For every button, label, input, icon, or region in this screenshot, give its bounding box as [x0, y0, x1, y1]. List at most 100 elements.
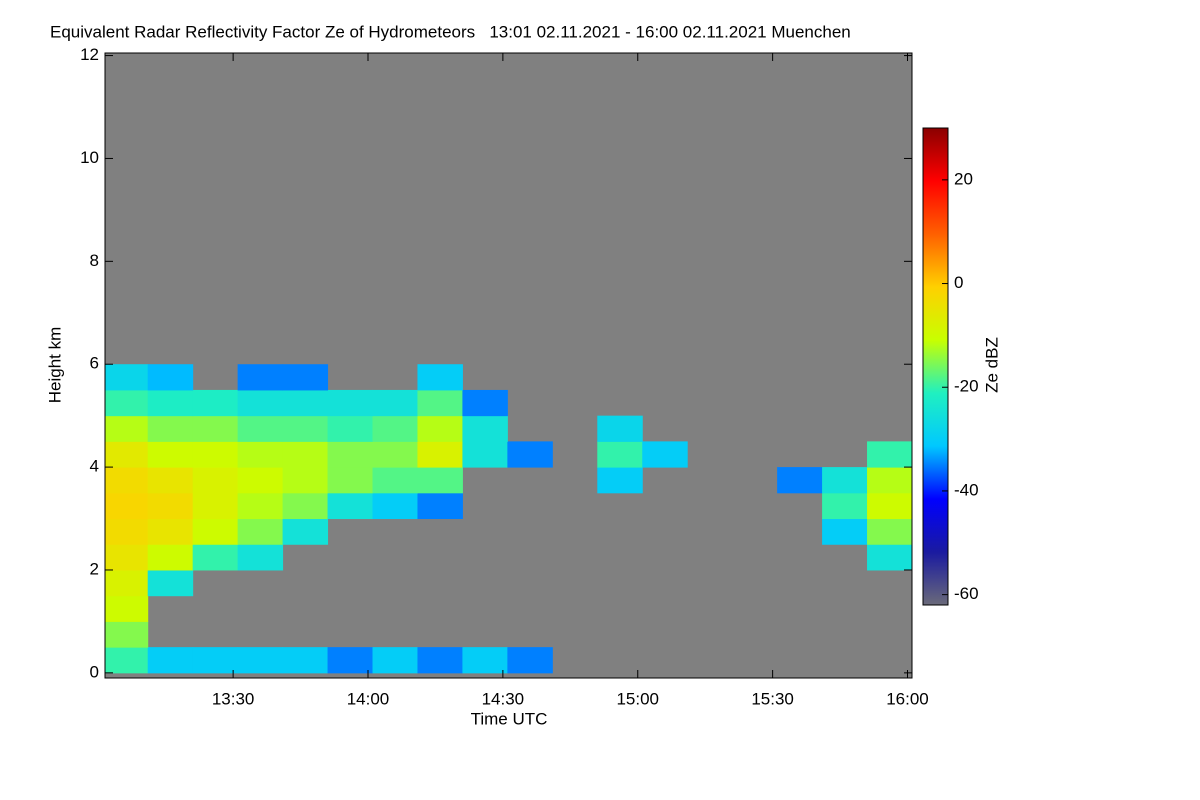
- heatmap-cell: [822, 518, 868, 545]
- heatmap-cell: [462, 389, 508, 417]
- heatmap-cell: [105, 364, 149, 391]
- colorbar-tick-label: -20: [954, 377, 979, 396]
- heatmap-cell: [237, 415, 284, 442]
- heatmap-cell: [372, 467, 418, 494]
- heatmap-cell: [192, 415, 239, 442]
- heatmap-cell: [105, 492, 149, 520]
- heatmap-cell: [372, 415, 418, 442]
- heatmap-cell: [147, 569, 194, 597]
- heatmap-cell: [282, 492, 329, 520]
- heatmap-cell: [777, 467, 823, 494]
- heatmap-cell: [822, 492, 868, 520]
- y-tick-label: 12: [80, 45, 99, 64]
- heatmap-cell: [237, 544, 284, 571]
- heatmap-cell: [192, 441, 239, 468]
- heatmap-cell: [237, 441, 284, 468]
- heatmap-cell: [237, 364, 284, 391]
- heatmap-cell: [597, 415, 643, 442]
- colorbar-tick-label: 0: [954, 273, 963, 292]
- heatmap-cell: [867, 544, 912, 571]
- heatmap-cell: [372, 647, 418, 674]
- heatmap-cell: [372, 492, 418, 520]
- heatmap-cell: [282, 441, 329, 468]
- y-tick-label: 8: [90, 251, 99, 270]
- heatmap-cell: [282, 647, 329, 674]
- heatmap-cell: [327, 647, 374, 674]
- heatmap-cell: [105, 621, 149, 648]
- heatmap-cell: [327, 415, 374, 442]
- x-tick-label: 16:00: [886, 689, 929, 708]
- plot-background: [105, 53, 912, 678]
- heatmap-cell: [105, 389, 149, 417]
- x-tick-label: 14:00: [347, 689, 390, 708]
- heatmap-cell: [372, 441, 418, 468]
- heatmap-cell: [105, 518, 149, 545]
- heatmap-cell: [147, 364, 194, 391]
- heatmap-cell: [105, 569, 149, 597]
- heatmap-cell: [867, 518, 912, 545]
- heatmap-cell: [417, 389, 463, 417]
- heatmap-cell: [147, 415, 194, 442]
- heatmap-cell: [417, 415, 463, 442]
- heatmap-cell: [192, 647, 239, 674]
- heatmap-cell: [147, 441, 194, 468]
- heatmap-cell: [105, 595, 149, 622]
- heatmap-cell: [642, 441, 688, 468]
- heatmap-cell: [507, 441, 553, 468]
- y-tick-label: 0: [90, 662, 99, 681]
- y-tick-label: 6: [90, 354, 99, 373]
- x-tick-label: 13:30: [212, 689, 255, 708]
- heatmap-cell: [237, 518, 284, 545]
- heatmap-cell: [147, 389, 194, 417]
- colorbar-tick-label: -40: [954, 480, 979, 499]
- heatmap-cell: [237, 492, 284, 520]
- cells: [105, 364, 912, 674]
- heatmap-cell: [282, 364, 329, 391]
- x-axis-label: Time UTC: [471, 709, 548, 728]
- plot-frame: [104, 52, 913, 679]
- heatmap-cell: [867, 492, 912, 520]
- colorbar: [922, 127, 949, 606]
- heatmap-cell: [417, 492, 463, 520]
- heatmap-cell: [597, 467, 643, 494]
- y-axis-label: Height km: [45, 327, 64, 404]
- heatmap-cell: [192, 544, 239, 571]
- heatmap-cell: [192, 389, 239, 417]
- heatmap-cell: [327, 389, 374, 417]
- heatmap-cell: [372, 389, 418, 417]
- heatmap-cell: [327, 467, 374, 494]
- heatmap-cell: [417, 441, 463, 468]
- heatmap-cell: [147, 647, 194, 674]
- heatmap-cell: [192, 492, 239, 520]
- heatmap-cell: [147, 518, 194, 545]
- heatmap-cell: [105, 647, 149, 674]
- heatmap-cell: [462, 647, 508, 674]
- heatmap-cell: [192, 518, 239, 545]
- heatmap-cell: [237, 647, 284, 674]
- colorbar-tick-label: 20: [954, 169, 973, 188]
- heatmap-cell: [462, 415, 508, 442]
- heatmap-cell: [597, 441, 643, 468]
- heatmap-cell: [282, 415, 329, 442]
- x-tick-label: 15:30: [751, 689, 794, 708]
- heatmap-cell: [327, 492, 374, 520]
- heatmap-cell: [417, 467, 463, 494]
- heatmap-cell: [282, 389, 329, 417]
- heatmap-cell: [507, 647, 553, 674]
- heatmap-cell: [105, 467, 149, 494]
- chart-title: Equivalent Radar Reflectivity Factor Ze …: [50, 22, 851, 41]
- heatmap-cell: [282, 467, 329, 494]
- colorbar-label: Ze dBZ: [982, 337, 1001, 393]
- heatmap-cell: [417, 647, 463, 674]
- heatmap-cell: [147, 467, 194, 494]
- colorbar-tick-label: -60: [954, 584, 979, 603]
- heatmap-cell: [147, 492, 194, 520]
- y-tick-label: 4: [90, 457, 99, 476]
- heatmap-cell: [105, 415, 149, 442]
- x-tick-label: 15:00: [616, 689, 659, 708]
- heatmap-cell: [282, 518, 329, 545]
- heatmap-cell: [147, 544, 194, 571]
- heatmap-cell: [417, 364, 463, 391]
- heatmap-cell: [822, 467, 868, 494]
